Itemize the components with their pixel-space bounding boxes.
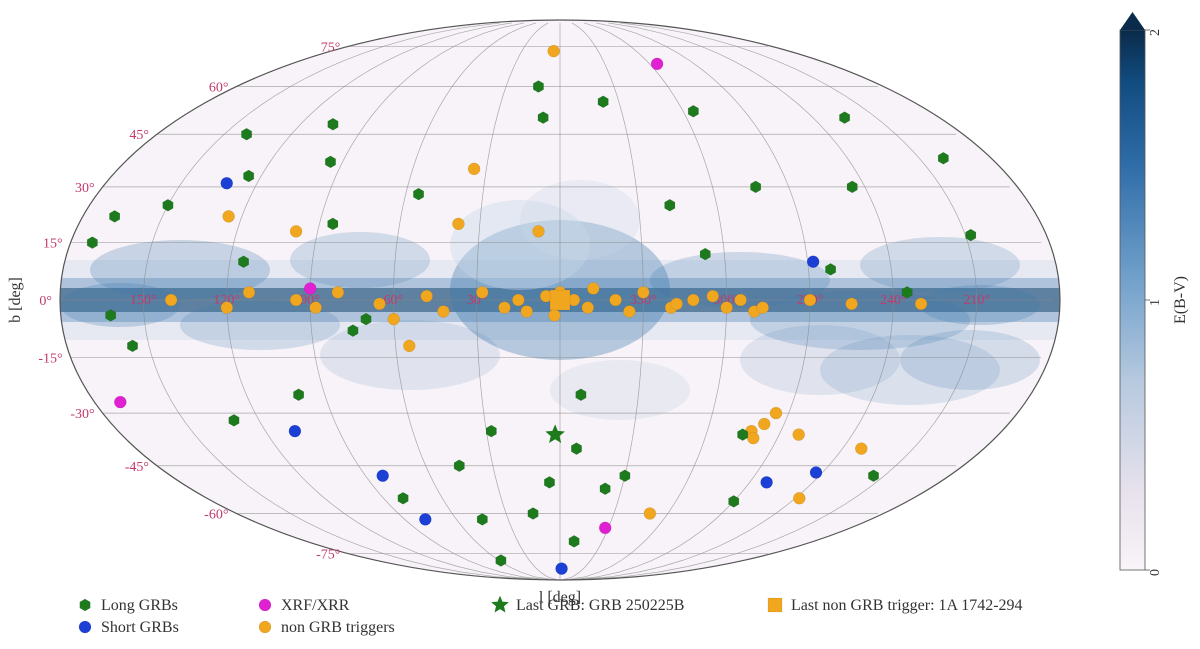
marker-short-grb [810,466,822,478]
legend-label: XRF/XRR [281,597,350,614]
marker-non-grb [512,294,524,306]
colorbar-label: E(B-V) [1172,276,1189,324]
marker-non-grb [758,418,770,430]
skymap-container: -75° -60° -45° -30° -15° 0° 15° 30° 45° 60° 75° 15… [0,0,1200,649]
legend-label: Long GRBs [101,597,178,614]
marker-non-grb [855,443,867,455]
marker-short-grb [419,513,431,525]
marker-non-grb [687,294,699,306]
marker-non-grb [498,302,510,314]
marker-non-grb [757,302,769,314]
marker-xrf-xrr [304,282,316,294]
colorbar: 0 1 2 E(B-V) [1120,12,1189,576]
marker-non-grb [721,302,733,314]
marker-non-grb [243,286,255,298]
legend-label: non GRB triggers [281,619,395,636]
marker-non-grb [707,290,719,302]
marker-xrf-xrr [114,396,126,408]
lat-label: 0° [39,294,52,309]
colorbar-tick: 0 [1148,569,1163,576]
marker-non-grb [452,218,464,230]
marker-short-grb [807,256,819,268]
legend-item: XRF/XRR [259,597,350,614]
marker-non-grb [388,313,400,325]
marker-short-grb [289,425,301,437]
marker-non-grb [468,163,480,175]
marker-non-grb [804,294,816,306]
marker-non-grb [290,225,302,237]
marker-non-grb [476,286,488,298]
legend-label: Short GRBs [101,619,179,636]
lat-label: -15° [38,351,62,366]
lat-label: 45° [129,128,149,143]
colorbar-rect [1120,30,1145,570]
colorbar-arrow [1120,12,1145,30]
lat-label: -30° [70,407,94,422]
legend-label: Last GRB: GRB 250225B [516,597,684,614]
legend-label: Last non GRB trigger: 1A 1742-294 [791,597,1023,614]
marker-non-grb [548,309,560,321]
lat-label: -75° [316,548,340,563]
marker-non-grb [735,294,747,306]
legend-item: non GRB triggers [259,619,395,636]
marker-last-non-grb [550,290,570,310]
marker-non-grb [915,298,927,310]
legend-item: Short GRBs [79,619,179,636]
marker-xrf-xrr [651,58,663,70]
marker-non-grb [221,302,233,314]
marker-non-grb [747,432,759,444]
lon-label: 60° [384,293,404,308]
marker-non-grb [637,286,649,298]
marker-non-grb [373,298,385,310]
marker-non-grb [310,302,322,314]
marker-non-grb [532,225,544,237]
lat-label: -45° [125,460,149,475]
marker-non-grb [846,298,858,310]
marker-xrf-xrr [599,522,611,534]
lat-label: 75° [321,40,341,55]
marker-short-grb [556,563,568,575]
marker-short-grb [221,177,233,189]
colorbar-tick: 2 [1148,29,1163,36]
marker-non-grb [548,45,560,57]
legend-item: Last non GRB trigger: 1A 1742-294 [768,597,1023,614]
skymap-svg: -75° -60° -45° -30° -15° 0° 15° 30° 45° 60° 75° 15… [0,0,1200,649]
lat-label: 15° [43,237,63,252]
marker-non-grb [793,492,805,504]
legend-item: Long GRBs [80,597,178,614]
lon-label: 150° [130,293,157,308]
marker-non-grb [770,407,782,419]
marker-non-grb [290,294,302,306]
marker-short-grb [761,476,773,488]
marker-non-grb [521,306,533,318]
lat-label: 30° [75,181,95,196]
lon-label: 210° [963,293,990,308]
marker-non-grb [403,340,415,352]
marker-non-grb [332,286,344,298]
marker-non-grb [610,294,622,306]
marker-non-grb [223,210,235,222]
marker-non-grb [165,294,177,306]
marker-short-grb [377,470,389,482]
marker-non-grb [582,302,594,314]
marker-non-grb [587,282,599,294]
marker-non-grb [671,298,683,310]
marker-non-grb [437,306,449,318]
legend: Long GRBs Short GRBs XRF/XRR non GRB trigge… [79,597,1023,636]
marker-non-grb [421,290,433,302]
legend-item: Last GRB: GRB 250225B [492,597,684,614]
marker-non-grb [793,429,805,441]
colorbar-tick: 1 [1148,299,1163,306]
lat-label: 60° [209,81,229,96]
marker-non-grb [623,306,635,318]
y-axis-label: b [deg] [7,277,24,323]
lat-label: -60° [204,507,228,522]
marker-non-grb [644,507,656,519]
